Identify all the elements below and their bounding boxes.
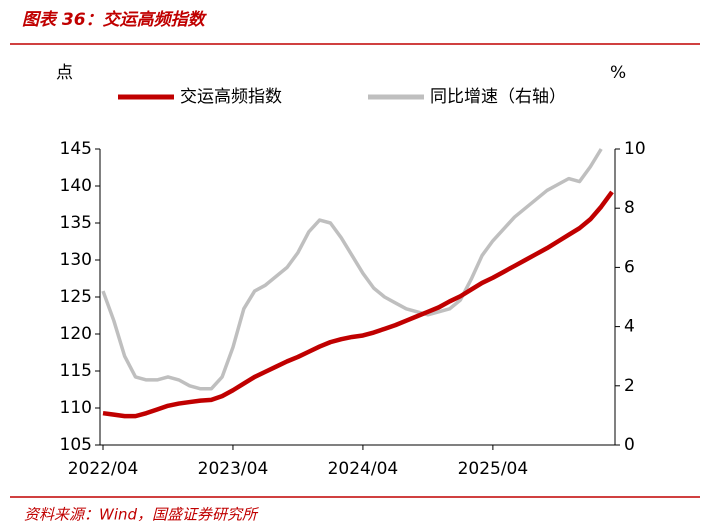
y-tick-label: 120 [60,324,92,344]
y-tick-label: 110 [60,398,92,418]
y-tick-label: 130 [60,250,92,270]
x-tick-label: 2025/04 [458,459,529,479]
series-line [101,148,603,391]
source: 资料来源：Wind，国盛证券研究所 [24,506,259,524]
y2-tick-label: 2 [624,376,635,396]
y-tick-label: 140 [60,176,92,196]
x-tick-label: 2024/04 [328,459,399,479]
y2-tick-label: 10 [624,139,646,159]
x-tick-label: 2022/04 [68,459,139,479]
y-tick-label: 145 [60,139,92,159]
y-axis-label: 点 [56,63,73,83]
y2-tick-label: 0 [624,435,635,455]
y-tick-label: 105 [60,435,92,455]
series-line [102,190,614,419]
plot-area [101,148,614,419]
y-tick-label: 135 [60,213,92,233]
chart-title: 图表 36：交运高频指数 [22,10,208,30]
y2-axis-label: % [610,63,626,83]
y-tick-label: 115 [60,361,92,381]
legend-label: 同比增速（右轴） [430,87,566,107]
y2-tick-label: 6 [624,257,635,277]
legend-label: 交运高频指数 [180,87,282,107]
y-tick-label: 125 [60,287,92,307]
y2-tick-label: 8 [624,198,635,218]
x-tick-label: 2023/04 [198,459,269,479]
y2-tick-label: 4 [624,317,635,337]
